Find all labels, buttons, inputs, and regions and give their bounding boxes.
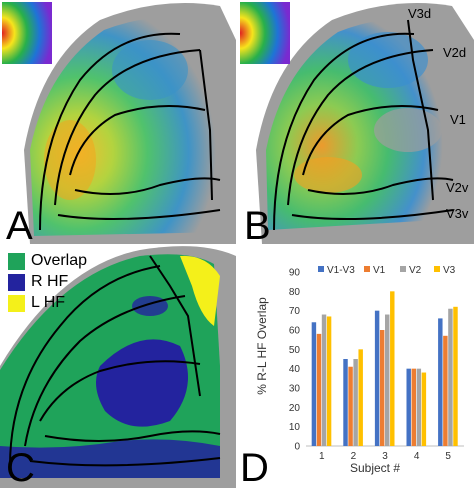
bar: [326, 316, 332, 446]
legend-swatch-l-hf: [8, 294, 25, 312]
bar: [348, 366, 353, 446]
legend-label: V1: [373, 265, 386, 276]
visual-area-boundaries-a: [39, 32, 221, 231]
bar: [416, 368, 422, 446]
bar-chart: % R-L HF Overlap Subject # 0 10 20 30 40 50 60…: [255, 265, 464, 475]
bar: [448, 308, 453, 446]
panel-letter-a: A: [6, 204, 33, 244]
region-label-v2d: V2d: [443, 45, 466, 60]
bar: [438, 318, 443, 446]
panel-b: V3d V2d V1 V2v V3v B: [238, 0, 474, 244]
legend-swatch: [434, 266, 440, 272]
bar: [374, 310, 380, 446]
visual-area-boundaries-c: [9, 255, 221, 467]
bar: [385, 314, 390, 446]
bar: [343, 359, 348, 446]
legend-swatch: [364, 266, 370, 272]
x-tick-label: 2: [351, 451, 357, 462]
x-tick-label: 3: [382, 451, 388, 462]
legend-item-l-hf: L HF: [8, 294, 65, 312]
legend-label-r-hf: R HF: [31, 273, 69, 290]
legend-label-overlap: Overlap: [31, 252, 88, 269]
legend-label-l-hf: L HF: [31, 294, 66, 311]
visual-area-boundaries-b: [273, 19, 454, 231]
y-tick-label: 0: [294, 442, 300, 453]
legend-swatch-overlap: [8, 252, 25, 270]
bar: [390, 291, 395, 446]
bar: [379, 330, 385, 446]
panel-letter-d: D: [240, 446, 269, 488]
bar: [453, 306, 458, 446]
cortex-map-b: V3d V2d V1 V2v V3v: [238, 0, 474, 244]
x-tick-label: 5: [445, 451, 451, 462]
left-hf-region-c: [180, 255, 220, 326]
region-label-v3d: V3d: [408, 6, 431, 21]
panel-c: Overlap R HF L HF C: [0, 246, 236, 488]
y-tick-label: 70: [289, 306, 301, 317]
bar: [316, 333, 322, 446]
legend-swatch: [318, 266, 324, 272]
bar: [353, 359, 358, 446]
y-tick-label: 60: [289, 326, 301, 337]
legend-item-r-hf: R HF: [8, 273, 68, 291]
region-label-v2v: V2v: [446, 180, 469, 195]
panel-a: A: [0, 0, 236, 244]
legend-label: V2: [409, 265, 422, 276]
y-tick-label: 10: [289, 422, 301, 433]
y-tick-label: 50: [289, 345, 301, 356]
y-tick-label: 90: [289, 268, 301, 279]
y-tick-label: 80: [289, 287, 301, 298]
bar: [421, 372, 427, 446]
y-tick-label: 40: [289, 364, 301, 375]
bar: [321, 314, 327, 446]
panel-letter-b: B: [244, 204, 271, 244]
legend-label: V3: [443, 265, 456, 276]
panel-letter-c: C: [6, 446, 35, 488]
x-tick-label: 1: [319, 451, 325, 462]
legend-item-overlap: Overlap: [8, 252, 87, 270]
bar: [443, 335, 448, 446]
cortex-map-c: [0, 246, 236, 488]
legend-label: V1-V3: [327, 265, 355, 276]
color-wheel-icon-b: [240, 2, 290, 64]
y-tick-label: 30: [289, 384, 301, 395]
bar: [358, 349, 363, 446]
legend-swatch: [400, 266, 406, 272]
y-axis-label: % R-L HF Overlap: [255, 297, 269, 395]
region-label-v1: V1: [450, 112, 466, 127]
legend-swatch-r-hf: [8, 273, 25, 291]
panel-d: % R-L HF Overlap Subject # 0 10 20 30 40 50 60…: [238, 246, 474, 488]
y-tick-label: 20: [289, 403, 301, 414]
bar: [406, 368, 411, 446]
color-wheel-icon-a: [2, 2, 52, 64]
x-axis-label: Subject #: [350, 461, 400, 475]
x-tick-label: 4: [414, 451, 420, 462]
bar: [411, 368, 416, 446]
region-label-v3v: V3v: [446, 206, 469, 221]
cortex-map-a: [0, 0, 236, 244]
bar: [311, 322, 317, 446]
